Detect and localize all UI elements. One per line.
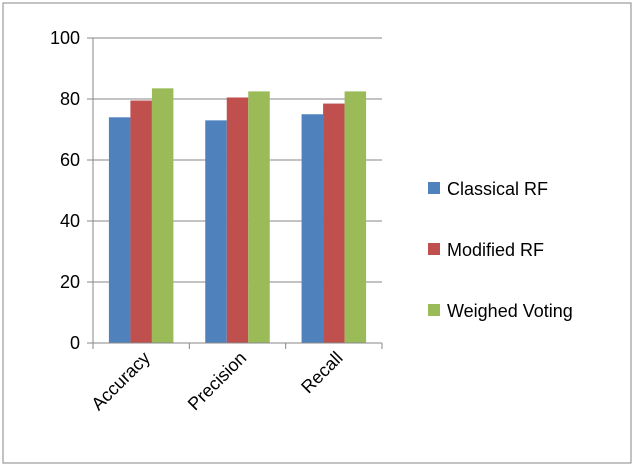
legend-label-weighed-voting: Weighed Voting	[447, 301, 573, 321]
y-tick-label: 0	[70, 333, 80, 353]
bar-weighed-voting-recall	[344, 91, 367, 343]
bar-classical-rf-accuracy	[108, 117, 131, 343]
y-tick-label: 80	[60, 89, 80, 109]
legend-swatch-classical-rf	[428, 182, 440, 194]
y-tick-label: 100	[50, 28, 80, 48]
legend-label-modified-rf: Modified RF	[447, 240, 544, 260]
bars	[108, 88, 367, 344]
bar-weighed-voting-precision	[248, 91, 270, 343]
bar-modified-rf-accuracy	[130, 100, 152, 344]
legend-swatch-modified-rf	[428, 243, 440, 255]
bar-classical-rf-precision	[205, 120, 227, 343]
bar-modified-rf-recall	[323, 103, 345, 343]
legend-label-classical-rf: Classical RF	[447, 179, 548, 199]
bar-classical-rf-recall	[301, 114, 324, 343]
legend: Classical RF Modified RF Weighed Voting	[428, 179, 573, 321]
bar-weighed-voting-accuracy	[151, 88, 174, 343]
bar-modified-rf-precision	[226, 97, 249, 343]
y-tick-labels: 0 20 40 60 80 100	[50, 28, 80, 353]
y-tick-label: 20	[60, 272, 80, 292]
legend-swatch-weighed-voting	[428, 304, 440, 316]
axes	[87, 37, 383, 349]
y-tick-label: 60	[60, 150, 80, 170]
y-tick-label: 40	[60, 211, 80, 231]
